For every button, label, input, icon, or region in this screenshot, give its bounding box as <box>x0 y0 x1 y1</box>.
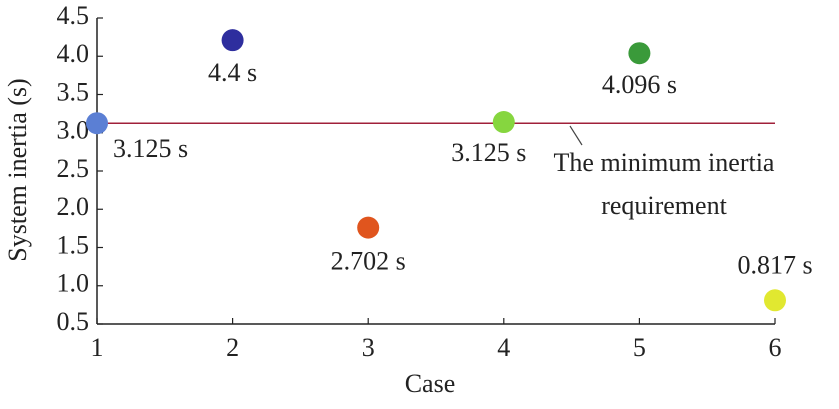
x-tick-label: 5 <box>633 333 646 362</box>
point <box>764 289 786 312</box>
y-tick-label: 3.5 <box>57 77 90 106</box>
x-tick-label: 2 <box>226 333 239 362</box>
point <box>86 112 108 135</box>
point <box>492 111 515 134</box>
reference-label: The minimum inertia <box>554 148 775 177</box>
point-annotation: 4.4 s <box>208 58 257 87</box>
y-tick-label: 1.0 <box>57 269 90 298</box>
x-tick-label: 3 <box>362 333 375 362</box>
x-tick-label: 4 <box>497 333 510 362</box>
point-annotation: 0.817 s <box>737 250 812 279</box>
y-tick-label: 2.5 <box>57 154 90 183</box>
point <box>221 29 244 52</box>
x-tick-label: 1 <box>91 333 104 362</box>
reference-label: requirement <box>601 191 727 220</box>
point-annotation: 4.096 s <box>602 70 677 99</box>
y-tick-label: 4.5 <box>57 1 90 30</box>
point <box>357 216 380 239</box>
point-annotation: 3.125 s <box>451 138 526 167</box>
y-tick-label: 3.0 <box>57 116 90 145</box>
y-tick-label: 1.5 <box>57 230 90 259</box>
point-annotation: 3.125 s <box>113 134 188 163</box>
y-tick-label: 0.5 <box>57 307 90 336</box>
y-axis-label: System inertia (s) <box>3 78 32 261</box>
leader-line <box>569 125 583 146</box>
y-tick-label: 2.0 <box>57 192 90 221</box>
x-axis-label: Case <box>405 369 456 398</box>
point <box>628 42 651 65</box>
x-tick-label: 6 <box>769 333 782 362</box>
y-tick-label: 4.0 <box>57 39 90 68</box>
point-annotation: 2.702 s <box>331 247 406 276</box>
